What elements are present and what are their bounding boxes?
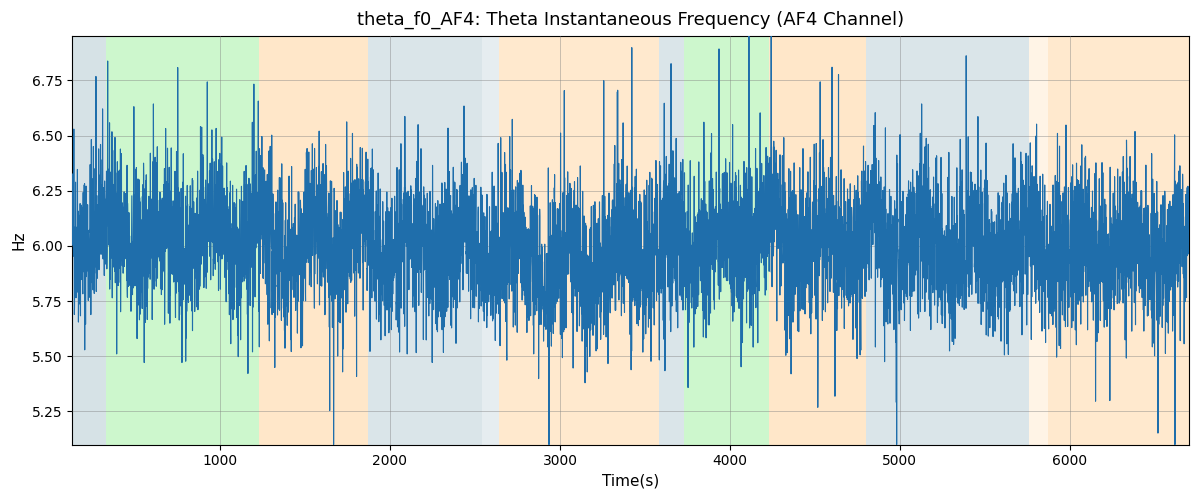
Bar <box>499 36 659 445</box>
Bar <box>866 36 1030 445</box>
Bar <box>106 36 259 445</box>
Bar <box>1048 36 1189 445</box>
Bar <box>368 36 481 445</box>
Bar <box>769 36 866 445</box>
Bar <box>684 36 769 445</box>
Y-axis label: Hz: Hz <box>11 230 26 250</box>
Bar <box>481 36 499 445</box>
Bar <box>1030 36 1048 445</box>
Bar <box>72 36 106 445</box>
X-axis label: Time(s): Time(s) <box>602 474 659 489</box>
Title: theta_f0_AF4: Theta Instantaneous Frequency (AF4 Channel): theta_f0_AF4: Theta Instantaneous Freque… <box>356 11 904 30</box>
Bar <box>659 36 684 445</box>
Bar <box>259 36 368 445</box>
